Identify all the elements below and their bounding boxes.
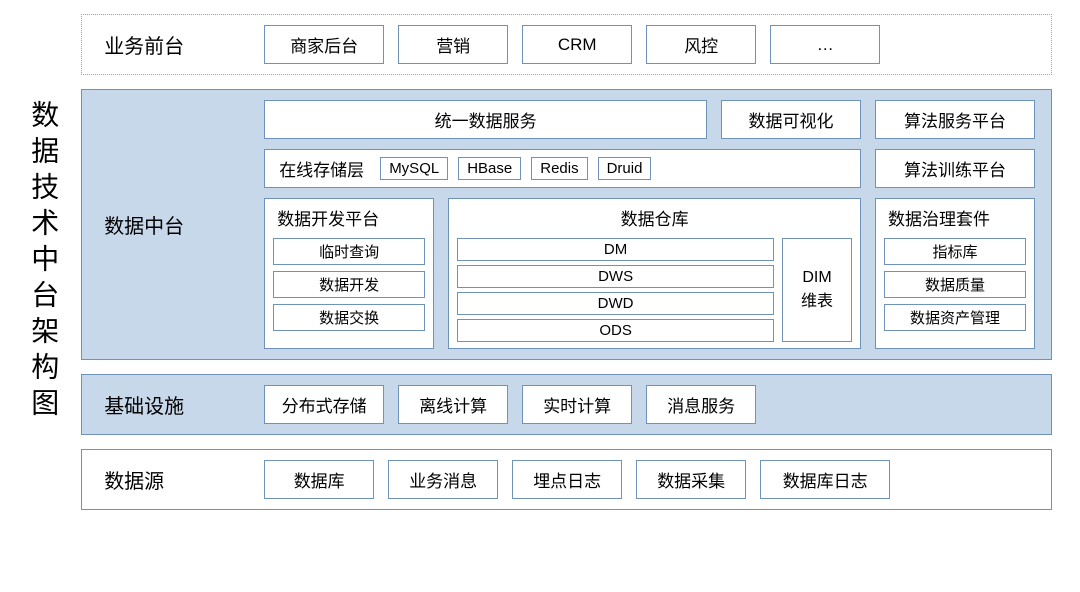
layers-container: 业务前台 商家后台 营销 CRM 风控 … 数据中台 统一数据服务 数据可视化 [81, 14, 1052, 510]
layer-title: 数据中台 [104, 210, 224, 239]
layer-infra: 基础设施 分布式存储 离线计算 实时计算 消息服务 [81, 374, 1052, 435]
cell-mysql: MySQL [380, 157, 448, 180]
label-online-storage: 在线存储层 [273, 156, 370, 181]
cell-unified-data-service: 统一数据服务 [264, 100, 707, 139]
cell-redis: Redis [531, 157, 587, 180]
layer-title: 业务前台 [104, 30, 224, 59]
cell-tracking-log: 埋点日志 [512, 460, 622, 499]
cell-ods: ODS [457, 319, 774, 342]
cell-data-collect: 数据采集 [636, 460, 746, 499]
cell-algo-train-platform: 算法训练平台 [875, 149, 1035, 188]
cell-dim: DIM 维表 [782, 238, 852, 342]
cell-hbase: HBase [458, 157, 521, 180]
cell-dm: DM [457, 238, 774, 261]
layer-business-front: 业务前台 商家后台 营销 CRM 风控 … [81, 14, 1052, 75]
group-title-warehouse: 数据仓库 [457, 205, 852, 232]
cell-data-exchange: 数据交换 [273, 304, 425, 331]
cell-message-service: 消息服务 [646, 385, 756, 424]
cell-db-log: 数据库日志 [760, 460, 890, 499]
group-title-governance: 数据治理套件 [884, 205, 1026, 232]
cell-biz-message: 业务消息 [388, 460, 498, 499]
cell-marketing: 营销 [398, 25, 508, 64]
cell-data-asset-mgmt: 数据资产管理 [884, 304, 1026, 331]
cell-distributed-storage: 分布式存储 [264, 385, 384, 424]
cell-adhoc-query: 临时查询 [273, 238, 425, 265]
cell-dws: DWS [457, 265, 774, 288]
cell-realtime-compute: 实时计算 [522, 385, 632, 424]
layer-source: 数据源 数据库 业务消息 埋点日志 数据采集 数据库日志 [81, 449, 1052, 510]
layer-title: 数据源 [104, 465, 224, 494]
cell-data-dev: 数据开发 [273, 271, 425, 298]
cell-offline-compute: 离线计算 [398, 385, 508, 424]
cell-data-visualization: 数据可视化 [721, 100, 861, 139]
cell-dwd: DWD [457, 292, 774, 315]
cell-database: 数据库 [264, 460, 374, 499]
cell-algo-service-platform: 算法服务平台 [875, 100, 1035, 139]
diagram-root: 数据技术中台架构图 业务前台 商家后台 营销 CRM 风控 … 数据中台 统一 [0, 0, 1080, 524]
cell-more: … [770, 25, 880, 64]
cell-metric-lib: 指标库 [884, 238, 1026, 265]
layer-title: 基础设施 [104, 390, 224, 419]
cell-merchant-backend: 商家后台 [264, 25, 384, 64]
cell-risk: 风控 [646, 25, 756, 64]
cell-crm: CRM [522, 25, 632, 64]
cell-data-quality: 数据质量 [884, 271, 1026, 298]
diagram-title: 数据技术中台架构图 [24, 100, 63, 424]
layer-data-mid: 数据中台 统一数据服务 数据可视化 算法服务平台 在线存储层 MySQL HBa… [81, 89, 1052, 360]
group-title-dev-platform: 数据开发平台 [273, 205, 425, 232]
cell-druid: Druid [598, 157, 652, 180]
